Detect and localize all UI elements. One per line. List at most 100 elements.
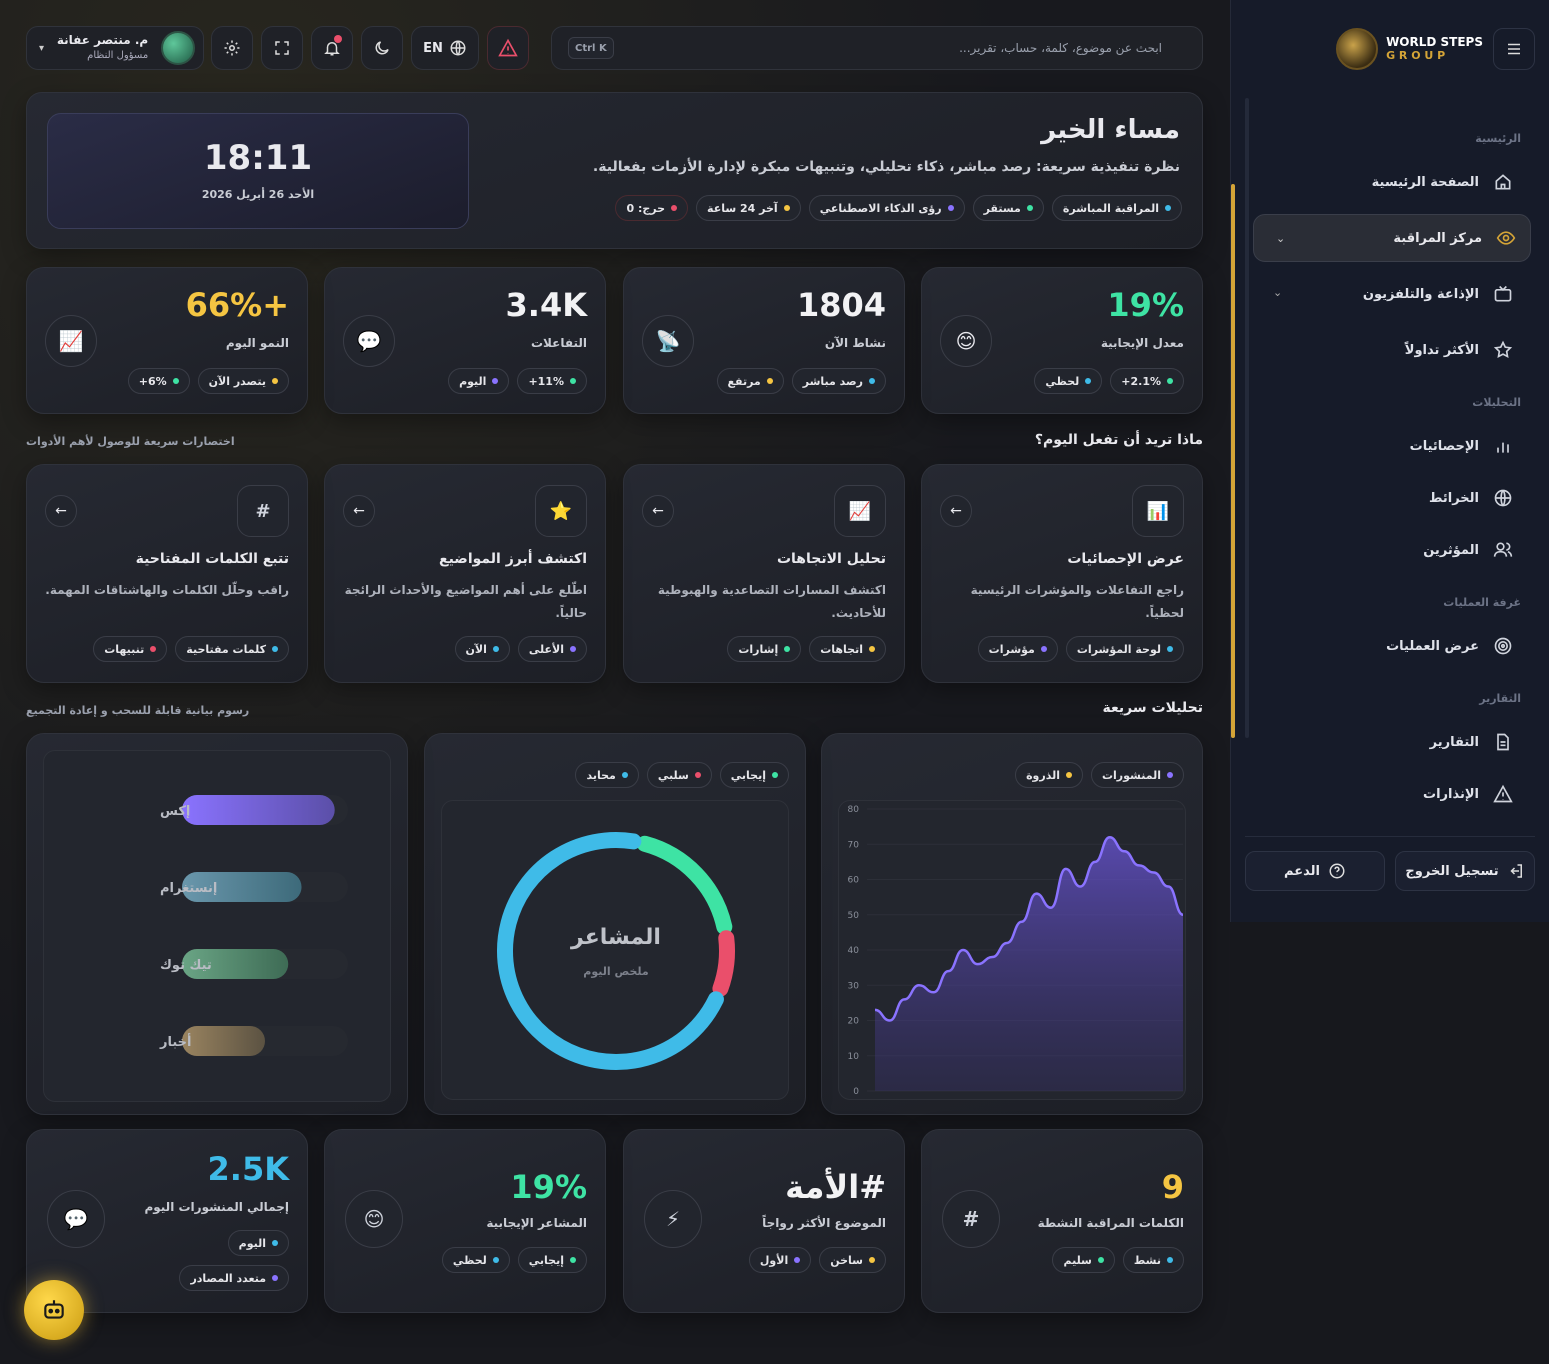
stat-value: 19% bbox=[1107, 286, 1184, 324]
y-tick-label: 30 bbox=[848, 981, 860, 991]
summary-card[interactable]: #الأمة الموضوع الأكثر رواجاً ⚡ ساخن الأو… bbox=[623, 1129, 905, 1313]
arrow-left-icon[interactable]: ← bbox=[940, 495, 972, 527]
summary-badge: نشط bbox=[1122, 1247, 1184, 1273]
arrow-left-icon[interactable]: ← bbox=[45, 495, 77, 527]
search-input[interactable]: ابحث عن موضوع، كلمة، حساب، تقرير... bbox=[959, 41, 1162, 55]
language-button[interactable]: EN bbox=[411, 26, 479, 70]
sidebar-item-home[interactable]: الصفحة الرئيسية bbox=[1372, 172, 1513, 192]
bar-fill-تيك توك bbox=[182, 949, 289, 979]
support-button[interactable]: الدعم bbox=[1245, 851, 1385, 891]
y-tick-label: 50 bbox=[848, 911, 860, 921]
quick-action-desc: راجع التفاعلات والمؤشرات الرئيسية لحظياً… bbox=[970, 583, 1184, 620]
stat-card[interactable]: 19% معدل الإيجابية 😊 2.1%+ لحظي bbox=[921, 267, 1203, 414]
summary-badge: ساخن bbox=[819, 1247, 886, 1273]
globe-logo-icon bbox=[1336, 28, 1379, 70]
summary-label: المشاعر الإيجابية bbox=[486, 1216, 587, 1230]
arrow-left-icon[interactable]: ← bbox=[642, 495, 674, 527]
sidebar-item-alerts[interactable]: الإنذارات bbox=[1423, 784, 1513, 804]
platform-bar-chart: إكس إنستغرام تيك توك أخبار bbox=[159, 795, 348, 1056]
stat-badge: اليوم bbox=[448, 368, 510, 394]
stat-value: 3.4K bbox=[505, 286, 587, 324]
stat-card[interactable]: +66% النمو اليوم 📈 يتصدر الآن 6%+ bbox=[26, 267, 308, 414]
summary-badge: لحظي bbox=[441, 1247, 510, 1273]
sidebar: WORLD STEPS G R O U P الرئيسية الصفحة ال… bbox=[1230, 0, 1549, 922]
home-icon bbox=[1495, 174, 1511, 190]
bar-fill-أخبار bbox=[182, 1026, 265, 1056]
summary-value: 2.5K bbox=[207, 1150, 289, 1188]
notifications-button[interactable] bbox=[311, 26, 353, 70]
sidebar-item-tv[interactable]: الإذاعة والتلفزيون bbox=[1363, 284, 1513, 304]
sidebar-item-ops[interactable]: عرض العمليات bbox=[1386, 636, 1513, 656]
legend-posts: المنشورات bbox=[1090, 762, 1184, 788]
summary-card[interactable]: 2.5K إجمالي المنشورات اليوم 💬 اليوم متعد… bbox=[26, 1129, 308, 1313]
tv-chevron-icon[interactable]: ⌄ bbox=[1273, 286, 1283, 299]
alert-button[interactable] bbox=[487, 26, 529, 70]
platform-bars-card[interactable]: إكس إنستغرام تيك توك أخبار bbox=[26, 733, 408, 1115]
bar-fill-إكس bbox=[182, 795, 335, 825]
y-tick-label: 0 bbox=[853, 1087, 859, 1097]
logout-button[interactable]: تسجيل الخروج bbox=[1395, 851, 1535, 891]
area-line bbox=[874, 835, 1184, 1022]
quick-action-badge: لوحة المؤشرات bbox=[1065, 636, 1184, 662]
globe-icon bbox=[1494, 489, 1512, 507]
summary-badge: متعدد المصادر bbox=[179, 1265, 289, 1291]
analytics-title: تحليلات سريعة bbox=[1102, 700, 1203, 716]
gear-icon bbox=[224, 40, 240, 56]
assistant-bot-button[interactable] bbox=[24, 1280, 84, 1340]
sidebar-item-maps[interactable]: الخرائط bbox=[1429, 488, 1513, 508]
clock-date: الأحد 26 أبريل 2026 bbox=[201, 188, 315, 201]
bar-chart-icon: 📊 bbox=[1132, 485, 1184, 537]
sidebar-scrollbar[interactable] bbox=[1245, 98, 1249, 738]
fullscreen-icon bbox=[275, 41, 289, 55]
y-tick-label: 80 bbox=[848, 805, 860, 815]
fullscreen-button[interactable] bbox=[261, 26, 303, 70]
summary-card[interactable]: 9 الكلمات المراقبة النشطة # نشط سليم bbox=[921, 1129, 1203, 1313]
y-tick-label: 40 bbox=[848, 946, 860, 956]
quick-action-badge: مؤشرات bbox=[977, 636, 1058, 662]
quick-action-title: عرض الإحصائيات bbox=[1067, 551, 1184, 567]
stat-badge: رصد مباشر bbox=[791, 368, 886, 394]
user-menu[interactable]: ▾ م. منتصر عفانة مسؤول النظام bbox=[26, 26, 204, 70]
sidebar-divider bbox=[1245, 836, 1535, 837]
hash-icon: # bbox=[237, 485, 289, 537]
sidebar-item-monitor[interactable]: مركز المراقبة ⌄ bbox=[1253, 214, 1531, 262]
status-badge-live: المراقبة المباشرة bbox=[1051, 195, 1182, 221]
star-icon: ⭐ bbox=[535, 485, 587, 537]
satellite-icon: 📡 bbox=[642, 315, 694, 367]
user-name: م. منتصر عفانة bbox=[56, 33, 149, 47]
summary-label: إجمالي المنشورات اليوم bbox=[144, 1200, 289, 1214]
donut-chart-card[interactable]: إيجابي سلبي محايد المشاعر ملخص اليوم bbox=[424, 733, 806, 1115]
quick-action-desc: اطّلع على أهم المواضيع والأحداث الرائجة … bbox=[344, 583, 587, 620]
menu-button[interactable] bbox=[1493, 28, 1535, 70]
stat-card[interactable]: 3.4K التفاعلات 💬 11%+ اليوم bbox=[324, 267, 606, 414]
summary-card[interactable]: 19% المشاعر الإيجابية 😊 إيجابي لحظي bbox=[324, 1129, 606, 1313]
summary-value: #الأمة bbox=[785, 1168, 886, 1206]
stat-card[interactable]: 1804 نشاط الآن 📡 رصد مباشر مرتفع bbox=[623, 267, 905, 414]
bar-label: إكس bbox=[160, 804, 190, 819]
theme-button[interactable] bbox=[361, 26, 403, 70]
stat-badge: مرتفع bbox=[716, 368, 784, 394]
sidebar-scroll-thumb[interactable] bbox=[1231, 184, 1235, 738]
y-tick-label: 10 bbox=[848, 1052, 860, 1062]
donut-chart bbox=[497, 832, 735, 1070]
sidebar-item-stats[interactable]: الإحصائيات bbox=[1410, 436, 1513, 456]
quick-action-card[interactable]: 📈 ← تحليل الاتجاهات اكتشف المسارات التصا… bbox=[623, 464, 905, 683]
analytics-hint: رسوم بيانية قابلة للسحب و إعادة التجميع bbox=[26, 704, 250, 717]
hamburger-icon bbox=[1508, 43, 1520, 55]
quick-action-card[interactable]: 📊 ← عرض الإحصائيات راجع التفاعلات والمؤش… bbox=[921, 464, 1203, 683]
quick-action-badge: كلمات مفتاحية bbox=[175, 636, 289, 662]
search-bar[interactable]: Ctrl K ابحث عن موضوع، كلمة، حساب، تقرير.… bbox=[551, 26, 1203, 70]
trend-icon: 📈 bbox=[834, 485, 886, 537]
sidebar-item-trending[interactable]: الأكثر تداولاً bbox=[1405, 340, 1513, 360]
donut-slice-إيجابي bbox=[636, 835, 733, 935]
sidebar-item-influencers[interactable]: المؤثرين bbox=[1423, 540, 1513, 560]
area-chart-panel: 0 10 20 30 40 50 60 70 80 bbox=[838, 800, 1186, 1100]
legend-neutral: محايد bbox=[575, 762, 639, 788]
quick-action-card[interactable]: # ← تتبع الكلمات المفتاحية راقب وحلّل ال… bbox=[26, 464, 308, 683]
arrow-left-icon[interactable]: ← bbox=[343, 495, 375, 527]
area-chart-card[interactable]: المنشورات الذروة 0 10 20 30 40 50 60 70 80 bbox=[821, 733, 1203, 1115]
stat-badge: لحظي bbox=[1034, 368, 1103, 394]
settings-button[interactable] bbox=[211, 26, 253, 70]
quick-action-card[interactable]: ⭐ ← اكتشف أبرز المواضيع اطّلع على أهم ال… bbox=[324, 464, 606, 683]
sidebar-item-reports[interactable]: التقارير bbox=[1430, 732, 1513, 752]
